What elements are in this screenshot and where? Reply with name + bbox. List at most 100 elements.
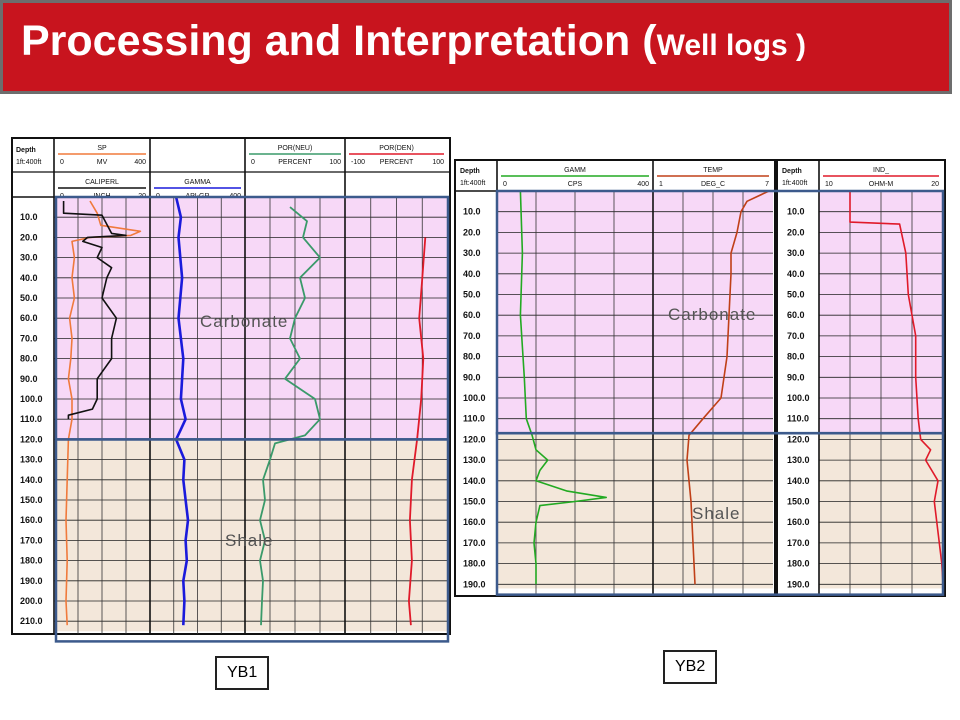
yb1-depth-label: 200.0: [20, 596, 43, 606]
yb1-carbonate-label: Carbonate: [200, 312, 288, 331]
yb2-depth-label: 120.0: [463, 434, 486, 444]
yb1-shale-zone: [54, 439, 448, 632]
yb2-depth-label: 10.0: [463, 207, 481, 217]
yb2-ind-depth-label: 180.0: [787, 559, 810, 569]
yb2-ind-header-max: 20: [931, 181, 939, 188]
yb2-ind-depth-label: 80.0: [787, 352, 805, 362]
yb1-sp-header-name: SP: [97, 145, 107, 152]
yb1-porden-header-max: 100: [432, 159, 444, 166]
yb1-depth-label: 180.0: [20, 556, 43, 566]
yb2-depth-label: 190.0: [463, 579, 486, 589]
title-sub: Well logs ): [656, 29, 807, 62]
yb1-caliper-curve: [62, 201, 127, 420]
yb1-depth-label: 80.0: [20, 354, 38, 364]
yb2-depth-label: 180.0: [463, 559, 486, 569]
yb2-ind-depth-label: 30.0: [787, 248, 805, 258]
yb2-depth-label: 40.0: [463, 269, 481, 279]
yb2-gamm-header-unit: CPS: [568, 181, 583, 188]
yb1-sp-header-max: 400: [134, 159, 146, 166]
yb2-ind-depth-label: 90.0: [787, 372, 805, 382]
yb2-gamm-header-name: GAMM: [564, 167, 586, 174]
yb2-shale-label: Shale: [692, 504, 740, 523]
yb1-depth-label: 100.0: [20, 394, 43, 404]
yb2-depth-label: 20.0: [463, 227, 481, 237]
yb1-shale-label: Shale: [225, 531, 273, 550]
yb2-ind-depth-label: 130.0: [787, 455, 810, 465]
yb1-porden-header-name: POR(DEN): [379, 145, 414, 152]
yb1-caliper-header-name: CALIPERL: [85, 179, 119, 186]
yb2-carbonate-label: Carbonate: [668, 305, 756, 324]
yb2-temp-header-min: 1: [659, 181, 663, 188]
yb1-depth-header: Depth: [16, 147, 36, 154]
title-paren: (: [630, 17, 657, 65]
yb2-ind-depth-label: 190.0: [787, 579, 810, 589]
yb1-depth-label: 150.0: [20, 495, 43, 505]
yb1-porneu-curve: [259, 206, 321, 626]
yb1-depth-label: 40.0: [20, 273, 38, 283]
yb2-depth-label: 110.0: [463, 414, 485, 424]
yb2-ind-depth-label: 70.0: [787, 331, 805, 341]
yb2-depth-label: 160.0: [463, 517, 486, 527]
yb2-temp-header-name: TEMP: [703, 167, 723, 174]
yb1-depth-label: 50.0: [20, 293, 38, 303]
yb2-ind-depth-label: 10.0: [787, 207, 805, 217]
yb2-ind-depth-label: 170.0: [787, 538, 810, 548]
yb2-ind-depth-scale: 1ft:400ft: [782, 180, 807, 187]
yb1-depth-label: 110.0: [20, 414, 42, 424]
yb2-ind-depth-label: 120.0: [787, 434, 810, 444]
yb1-gamma-header-name: GAMMA: [184, 179, 211, 186]
yb2-ind-header-min: 10: [825, 181, 833, 188]
yb2-ind-depth-label: 150.0: [787, 497, 810, 507]
yb2-depth-label: 150.0: [463, 497, 486, 507]
yb1-depth-label: 20.0: [20, 232, 38, 242]
yb2-ind-header-name: IND_: [873, 167, 889, 174]
yb2-ind-curve: [849, 191, 944, 585]
yb1-porden-header-min: -100: [351, 159, 365, 166]
yb2-depth-header: Depth: [460, 168, 480, 175]
yb1-depth-label: 160.0: [20, 515, 43, 525]
yb1-porneu-header-unit: PERCENT: [278, 159, 312, 166]
yb1-sp-curve: [65, 200, 142, 626]
yb1-depth-label: 170.0: [20, 535, 43, 545]
yb2-ind-header-unit: OHM-M: [869, 181, 894, 188]
yb1-porneu-header-min: 0: [251, 159, 255, 166]
yb2-label: YB2: [663, 650, 718, 684]
yb2-ind-depth-label: 100.0: [787, 393, 810, 403]
yb2-ind-depth-header: Depth: [782, 168, 802, 175]
yb2-ind-depth-label: 110.0: [787, 414, 809, 424]
yb1-depth-label: 130.0: [20, 455, 43, 465]
yb2-depth-label: 90.0: [463, 372, 481, 382]
page-title: Processing and Interpretation (Well logs…: [21, 17, 806, 66]
yb1-depth-label: 120.0: [20, 434, 43, 444]
yb1-depth-label: 140.0: [20, 475, 43, 485]
yb1-porneu-header-max: 100: [329, 159, 341, 166]
yb1-sp-header-unit: MV: [97, 159, 108, 166]
yb2-temp-header-unit: DEG_C: [701, 181, 725, 188]
yb2-depth-label: 80.0: [463, 352, 481, 362]
yb2-shale-box: [495, 431, 945, 596]
yb1-depth-scale: 1ft:400ft: [16, 159, 41, 166]
yb2-ind-depth-label: 20.0: [787, 227, 805, 237]
yb1-porneu-header-name: POR(NEU): [278, 145, 313, 152]
yb1-sp-header-min: 0: [60, 159, 64, 166]
yb2-depth-label: 100.0: [463, 393, 486, 403]
yb2-depth-label: 130.0: [463, 455, 486, 465]
yb2-temp-curve: [686, 190, 770, 585]
title-main: Processing and Interpretation: [21, 17, 631, 65]
yb2-depth-scale: 1ft:400ft: [460, 180, 485, 187]
yb2-shale-zone: [497, 433, 773, 589]
title-banner: Processing and Interpretation (Well logs…: [0, 0, 952, 94]
yb1-porden-header-unit: PERCENT: [380, 159, 414, 166]
yb1-depth-label: 190.0: [20, 576, 43, 586]
yb2-depth-label: 50.0: [463, 290, 481, 300]
yb2-depth-label: 70.0: [463, 331, 481, 341]
yb2-ind-depth-label: 60.0: [787, 310, 805, 320]
yb2-ind-depth-label: 160.0: [787, 517, 810, 527]
yb1-depth-label: 60.0: [20, 313, 38, 323]
yb1-depth-label: 210.0: [20, 616, 43, 626]
yb2-ind-depth-label: 140.0: [787, 476, 810, 486]
yb1-shale-box: [54, 438, 450, 643]
yb2-temp-header-max: 7: [765, 181, 769, 188]
yb1-depth-label: 90.0: [20, 374, 38, 384]
